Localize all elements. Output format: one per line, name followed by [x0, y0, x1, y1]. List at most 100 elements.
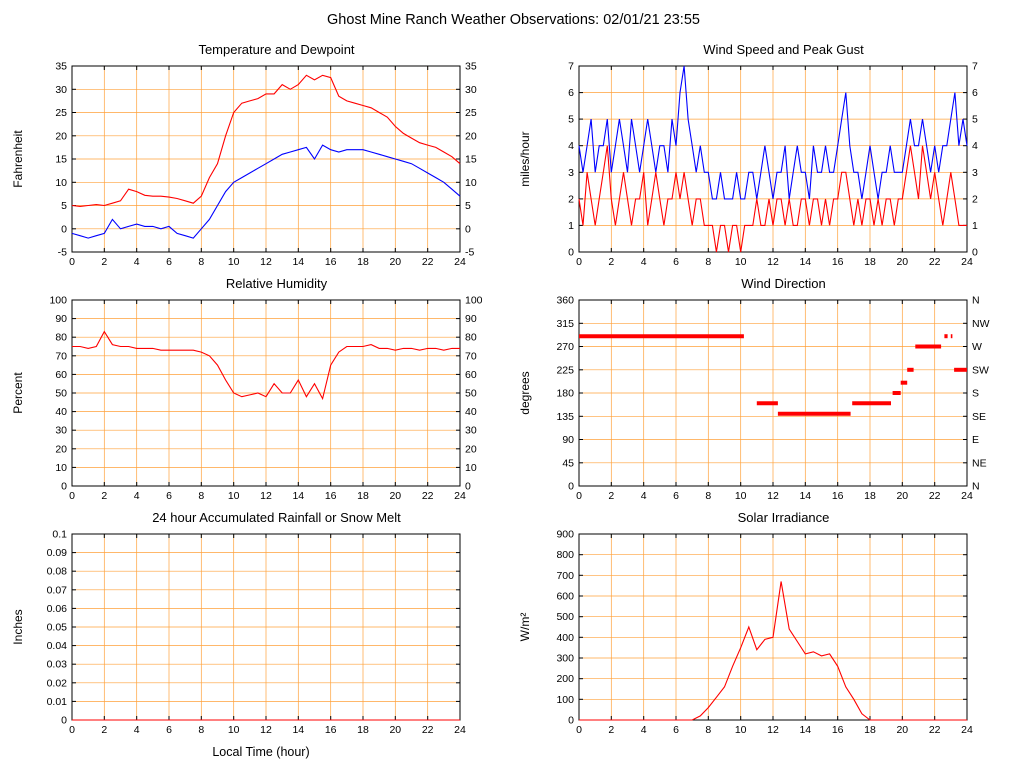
svg-text:W: W	[972, 341, 982, 353]
svg-text:10: 10	[228, 724, 240, 736]
chart-title: Solar Irradiance	[737, 510, 830, 525]
svg-text:0.01: 0.01	[47, 696, 68, 708]
svg-text:20: 20	[896, 724, 908, 736]
svg-text:4: 4	[134, 490, 140, 502]
chart-title: Relative Humidity	[225, 276, 328, 291]
svg-text:45: 45	[562, 457, 574, 469]
svg-text:10: 10	[465, 177, 477, 189]
svg-text:E: E	[972, 434, 979, 446]
svg-text:16: 16	[832, 724, 844, 736]
svg-text:50: 50	[55, 388, 67, 400]
svg-text:24: 24	[961, 724, 973, 736]
svg-text:60: 60	[55, 369, 67, 381]
svg-text:0.1: 0.1	[52, 529, 67, 541]
svg-text:16: 16	[325, 256, 337, 268]
chart-title: 24 hour Accumulated Rainfall or Snow Mel…	[152, 510, 401, 525]
svg-text:700: 700	[556, 570, 574, 582]
y-axis-label: miles/hour	[518, 131, 532, 187]
svg-text:12: 12	[767, 490, 779, 502]
svg-text:8: 8	[705, 724, 711, 736]
svg-text:90: 90	[465, 313, 477, 325]
svg-text:40: 40	[55, 406, 67, 418]
svg-text:N: N	[972, 295, 980, 307]
svg-text:135: 135	[556, 411, 574, 423]
rainfall-plot: 0 2 4 6 8 10 12 14 16 18 20 22 2400.010.020.030.040.…	[47, 529, 466, 737]
svg-text:200: 200	[556, 673, 574, 685]
svg-text:10: 10	[735, 724, 747, 736]
svg-text:2: 2	[608, 256, 614, 268]
svg-text:14: 14	[799, 256, 811, 268]
svg-text:10: 10	[735, 256, 747, 268]
svg-text:100: 100	[556, 694, 574, 706]
svg-text:90: 90	[562, 434, 574, 446]
svg-text:20: 20	[896, 256, 908, 268]
svg-text:24: 24	[454, 256, 466, 268]
svg-text:5: 5	[568, 114, 574, 126]
svg-text:0.02: 0.02	[47, 677, 68, 689]
y-axis-label: degrees	[518, 371, 532, 415]
svg-text:22: 22	[929, 724, 941, 736]
svg-text:10: 10	[228, 256, 240, 268]
svg-text:12: 12	[767, 724, 779, 736]
svg-text:0: 0	[61, 481, 67, 493]
svg-text:900: 900	[556, 529, 574, 541]
svg-text:4: 4	[641, 490, 647, 502]
svg-text:24: 24	[961, 490, 973, 502]
svg-text:8: 8	[198, 724, 204, 736]
chart-title: Temperature and Dewpoint	[198, 42, 355, 57]
svg-text:300: 300	[556, 653, 574, 665]
svg-text:14: 14	[799, 724, 811, 736]
svg-text:270: 270	[556, 341, 574, 353]
svg-text:0: 0	[465, 223, 471, 235]
svg-text:30: 30	[55, 425, 67, 437]
svg-text:8: 8	[198, 256, 204, 268]
svg-text:400: 400	[556, 632, 574, 644]
svg-text:6: 6	[972, 87, 978, 99]
svg-text:0.06: 0.06	[47, 603, 68, 615]
svg-text:NE: NE	[972, 457, 987, 469]
svg-text:6: 6	[673, 724, 679, 736]
svg-text:500: 500	[556, 611, 574, 623]
svg-text:360: 360	[556, 295, 574, 307]
svg-text:0: 0	[69, 490, 75, 502]
svg-text:20: 20	[389, 724, 401, 736]
svg-text:18: 18	[357, 256, 369, 268]
svg-text:4: 4	[134, 256, 140, 268]
svg-text:20: 20	[389, 490, 401, 502]
svg-text:600: 600	[556, 591, 574, 603]
svg-text:24: 24	[454, 724, 466, 736]
svg-text:35: 35	[465, 61, 477, 73]
svg-text:22: 22	[422, 724, 434, 736]
svg-text:0: 0	[576, 256, 582, 268]
svg-text:5: 5	[465, 200, 471, 212]
y-axis-label: Inches	[11, 609, 25, 645]
svg-text:6: 6	[673, 256, 679, 268]
svg-text:16: 16	[832, 256, 844, 268]
svg-text:60: 60	[465, 369, 477, 381]
svg-text:0: 0	[69, 256, 75, 268]
svg-text:40: 40	[465, 406, 477, 418]
svg-text:50: 50	[465, 388, 477, 400]
svg-text:4: 4	[568, 140, 574, 152]
svg-text:8: 8	[198, 490, 204, 502]
svg-text:0: 0	[568, 247, 574, 259]
svg-text:2: 2	[972, 193, 978, 205]
svg-text:0: 0	[465, 481, 471, 493]
wind-direction-plot: 0 2 4 6 8 10 12 14 16 18 20 22 240459013518022527031…	[556, 295, 989, 503]
svg-text:2: 2	[608, 724, 614, 736]
svg-text:SE: SE	[972, 411, 986, 423]
svg-text:0.03: 0.03	[47, 659, 68, 671]
svg-text:24: 24	[454, 490, 466, 502]
svg-text:10: 10	[228, 490, 240, 502]
svg-text:2: 2	[101, 490, 107, 502]
svg-text:4: 4	[134, 724, 140, 736]
svg-text:30: 30	[465, 425, 477, 437]
y-axis-label: Percent	[11, 372, 25, 414]
svg-text:10: 10	[465, 462, 477, 474]
svg-text:-5: -5	[465, 247, 474, 259]
svg-text:6: 6	[166, 724, 172, 736]
svg-text:70: 70	[55, 350, 67, 362]
svg-text:30: 30	[55, 84, 67, 96]
svg-text:6: 6	[568, 87, 574, 99]
